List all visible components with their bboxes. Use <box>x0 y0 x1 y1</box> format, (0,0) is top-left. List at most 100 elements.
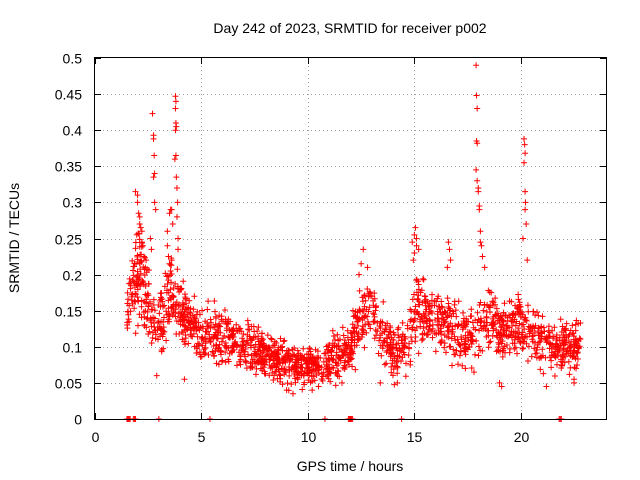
data-point-spike <box>522 206 529 213</box>
data-point <box>401 333 408 340</box>
data-point <box>136 243 143 250</box>
data-point <box>391 381 398 388</box>
data-point <box>209 348 216 355</box>
data-point <box>160 314 167 321</box>
data-point <box>410 291 417 298</box>
data-point-spike <box>413 235 420 242</box>
y-axis-label: SRMTID / TECUs <box>6 183 22 293</box>
data-point <box>426 303 433 310</box>
data-point <box>241 351 248 358</box>
data-point <box>567 364 574 371</box>
data-point <box>348 349 355 356</box>
data-point <box>258 330 265 337</box>
data-point <box>157 333 164 340</box>
data-point <box>339 352 346 359</box>
data-point <box>422 296 429 303</box>
data-point <box>377 334 384 341</box>
data-point <box>509 311 516 318</box>
data-point <box>129 276 136 283</box>
data-point <box>327 378 334 385</box>
data-point <box>351 333 358 340</box>
data-point <box>332 382 339 389</box>
data-point <box>536 355 543 362</box>
data-point <box>156 310 163 317</box>
data-point <box>461 322 468 329</box>
data-point-spike <box>412 224 419 231</box>
data-point <box>294 347 301 354</box>
data-point-spike <box>173 184 180 191</box>
data-point <box>499 321 506 328</box>
data-point <box>412 327 419 334</box>
data-point <box>407 306 414 313</box>
data-point <box>128 291 135 298</box>
data-point <box>268 335 275 342</box>
data-point-spike <box>150 174 157 181</box>
data-point <box>394 370 401 377</box>
data-point <box>371 335 378 342</box>
data-point <box>161 302 168 309</box>
data-point <box>207 324 214 331</box>
data-point <box>218 348 225 355</box>
data-point <box>495 339 502 346</box>
data-point <box>328 355 335 362</box>
data-point-spike <box>473 166 480 173</box>
data-point <box>377 342 384 349</box>
data-point <box>530 332 537 339</box>
data-point <box>404 325 411 332</box>
data-point <box>558 362 565 369</box>
data-point <box>147 315 154 322</box>
data-point-spike <box>132 188 139 195</box>
data-point <box>560 345 567 352</box>
data-point-spike <box>446 246 453 253</box>
data-point <box>268 336 275 343</box>
data-point <box>152 327 159 334</box>
data-point <box>143 299 150 306</box>
data-point <box>313 371 320 378</box>
data-point <box>385 331 392 338</box>
data-point <box>160 328 167 335</box>
data-point <box>405 352 412 359</box>
data-point <box>415 298 422 305</box>
data-point-spike <box>151 152 158 159</box>
data-point <box>496 335 503 342</box>
data-point <box>265 352 272 359</box>
data-point <box>211 308 218 315</box>
data-point <box>546 333 553 340</box>
data-point <box>306 345 313 352</box>
data-point <box>429 334 436 341</box>
data-point <box>452 307 459 314</box>
data-point <box>233 327 240 334</box>
data-point-spike <box>411 231 418 238</box>
data-point <box>481 319 488 326</box>
data-point <box>163 289 170 296</box>
data-point <box>479 347 486 354</box>
data-point <box>388 363 395 370</box>
data-point <box>185 318 192 325</box>
data-point <box>131 298 138 305</box>
data-point <box>218 358 225 365</box>
data-point <box>222 316 229 323</box>
data-point <box>573 349 580 356</box>
data-point <box>265 344 272 351</box>
data-point <box>493 311 500 318</box>
data-point <box>314 348 321 355</box>
data-point <box>259 343 266 350</box>
data-point <box>206 331 213 338</box>
data-point <box>237 343 244 350</box>
data-point <box>444 295 451 302</box>
data-point <box>306 364 313 371</box>
data-point <box>468 364 475 371</box>
data-point <box>170 301 177 308</box>
data-point <box>504 314 511 321</box>
data-point <box>447 320 454 327</box>
data-point <box>511 316 518 323</box>
data-point-spike <box>143 257 150 264</box>
data-point <box>286 367 293 374</box>
data-point <box>346 361 353 368</box>
data-point-spike <box>153 372 160 379</box>
data-point <box>155 318 162 325</box>
data-point-spike <box>338 379 345 386</box>
data-point <box>341 337 348 344</box>
data-point-spike <box>477 239 484 246</box>
data-point <box>315 367 322 374</box>
